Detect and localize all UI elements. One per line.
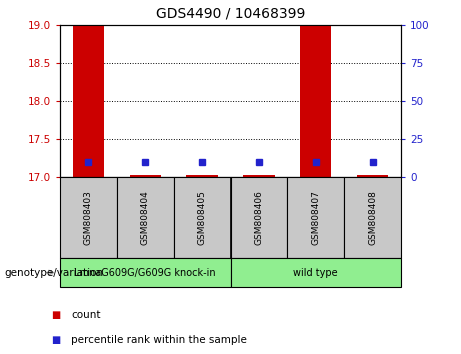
Bar [230, 258, 401, 287]
Bar [130, 176, 161, 177]
Text: genotype/variation: genotype/variation [5, 268, 104, 278]
Text: wild type: wild type [294, 268, 338, 278]
Text: GSM808403: GSM808403 [84, 190, 93, 245]
Text: GSM808404: GSM808404 [141, 190, 150, 245]
Bar [230, 177, 287, 258]
Text: percentile rank within the sample: percentile rank within the sample [71, 335, 248, 345]
Text: LmnaG609G/G609G knock-in: LmnaG609G/G609G knock-in [74, 268, 216, 278]
Bar [186, 176, 218, 177]
Bar [357, 176, 388, 177]
Text: GSM808407: GSM808407 [311, 190, 320, 245]
Bar [60, 258, 230, 287]
Text: GSM808406: GSM808406 [254, 190, 263, 245]
Bar [60, 177, 117, 258]
Bar [287, 177, 344, 258]
Text: GSM808405: GSM808405 [198, 190, 207, 245]
Bar [344, 177, 401, 258]
Bar [117, 177, 174, 258]
Bar [243, 176, 275, 177]
Bar [300, 25, 331, 177]
Text: count: count [71, 310, 101, 320]
Bar [174, 177, 230, 258]
Text: ■: ■ [51, 335, 60, 345]
Text: ■: ■ [51, 310, 60, 320]
Text: GSM808408: GSM808408 [368, 190, 377, 245]
Title: GDS4490 / 10468399: GDS4490 / 10468399 [156, 7, 305, 21]
Bar [73, 25, 104, 177]
